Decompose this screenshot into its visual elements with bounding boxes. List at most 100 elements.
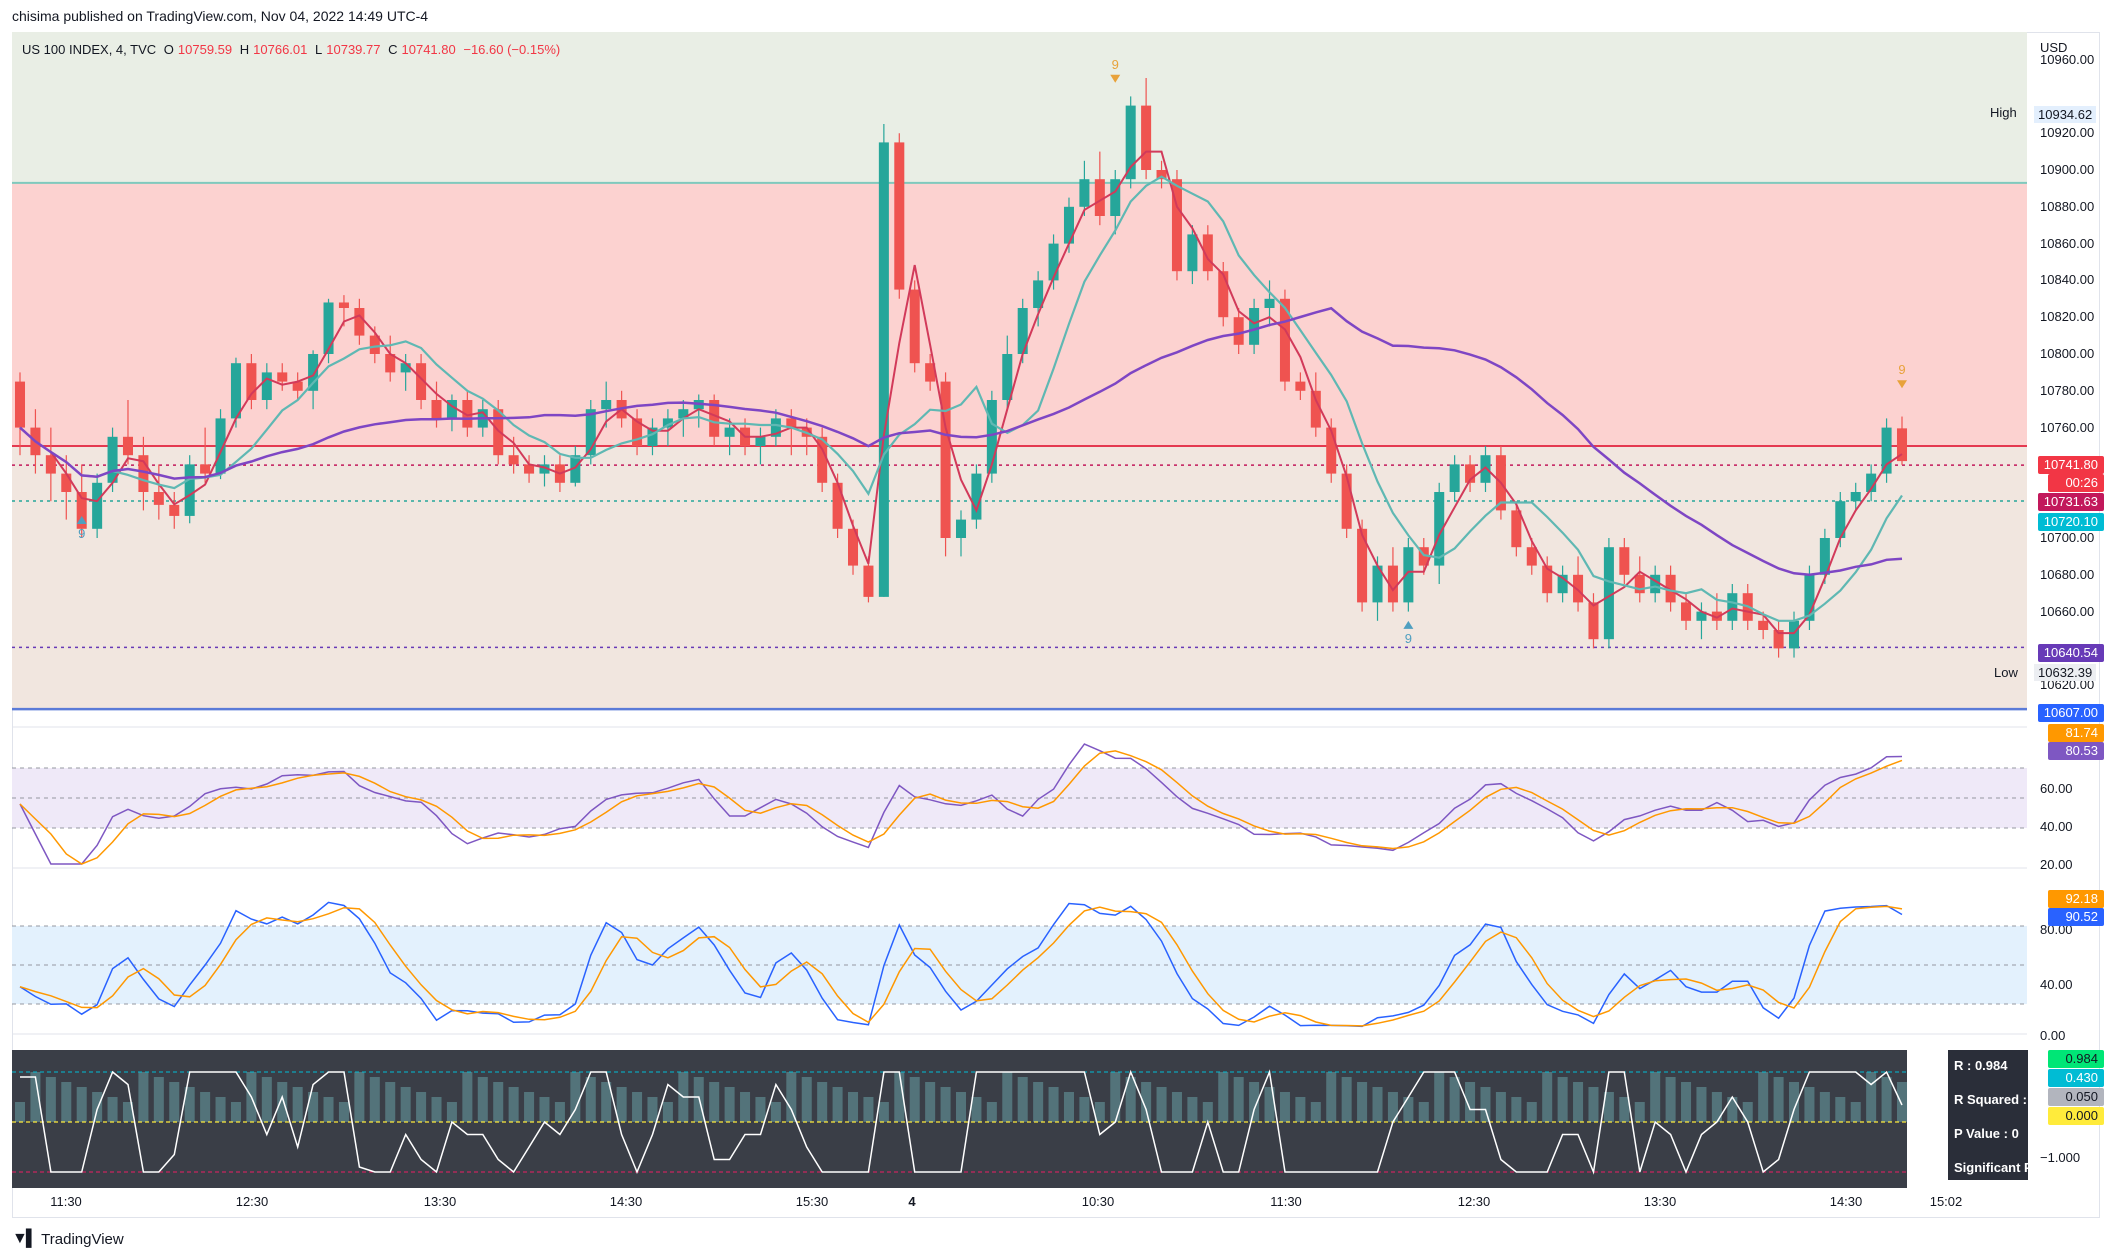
candle bbox=[1465, 455, 1476, 492]
candle bbox=[169, 492, 180, 529]
time-tick: 12:30 bbox=[1457, 1194, 1491, 1209]
candle bbox=[230, 357, 241, 428]
correlation-bar bbox=[338, 1102, 349, 1122]
candle-body bbox=[76, 492, 87, 529]
candle-body bbox=[1804, 574, 1815, 621]
candle-body bbox=[832, 482, 843, 529]
candle bbox=[1866, 464, 1877, 502]
zone-upper bbox=[12, 32, 2027, 183]
candle bbox=[1079, 160, 1090, 216]
correlation-bar bbox=[462, 1072, 473, 1122]
price-badge: 00:26 bbox=[2048, 474, 2104, 492]
candle bbox=[539, 455, 550, 487]
time-tick: 14:30 bbox=[1829, 1194, 1863, 1209]
candle-body bbox=[1387, 565, 1398, 603]
open-label: O bbox=[163, 42, 174, 57]
candle bbox=[524, 455, 535, 483]
correlation-bar bbox=[1603, 1092, 1614, 1122]
correlation-bar bbox=[14, 1102, 26, 1122]
correlation-bar bbox=[1449, 1077, 1460, 1122]
candle bbox=[1634, 556, 1645, 603]
candle-body bbox=[431, 400, 442, 419]
candle bbox=[770, 409, 781, 446]
correlation-bar bbox=[1125, 1077, 1136, 1122]
candle bbox=[1650, 565, 1661, 603]
correlation-bar bbox=[524, 1092, 535, 1122]
high-label: H bbox=[239, 42, 250, 57]
candle-body bbox=[416, 363, 427, 400]
open-value: 10759.59 bbox=[177, 42, 233, 57]
candle-body bbox=[153, 492, 164, 505]
tradingview-brand[interactable]: ▼▌ TradingView bbox=[12, 1230, 124, 1248]
price-tick: 10900.00 bbox=[2040, 162, 2095, 177]
correlation-bar bbox=[1079, 1097, 1090, 1122]
candle-body bbox=[400, 363, 411, 373]
candle bbox=[1249, 298, 1260, 354]
candle-body bbox=[354, 308, 365, 336]
correlation-bar bbox=[1110, 1072, 1121, 1122]
correlation-bar bbox=[400, 1087, 411, 1122]
correlation-bar bbox=[1573, 1082, 1584, 1122]
candle bbox=[1819, 528, 1830, 584]
candle bbox=[122, 400, 133, 465]
correlation-bar bbox=[107, 1097, 118, 1122]
correlation-bar bbox=[1295, 1097, 1306, 1122]
candle bbox=[585, 400, 596, 465]
correlation-bar bbox=[1557, 1077, 1568, 1122]
candle bbox=[971, 464, 982, 529]
correlation-bar bbox=[354, 1072, 365, 1122]
rsi-pane-series bbox=[19, 743, 1903, 865]
corr-stat: Significant P bbox=[1954, 1160, 2028, 1175]
candle bbox=[878, 124, 889, 597]
candle-body bbox=[230, 363, 241, 419]
candle-body bbox=[770, 418, 781, 437]
price-tick: 10840.00 bbox=[2040, 272, 2095, 288]
td-buy-marker: 9 bbox=[76, 516, 87, 541]
correlation-bar bbox=[601, 1082, 612, 1122]
price-tick: 10780.00 bbox=[2040, 382, 2095, 398]
candle-body bbox=[1017, 308, 1028, 354]
candle-body bbox=[1588, 602, 1599, 640]
correlation-bar bbox=[215, 1097, 226, 1122]
correlation-bar bbox=[632, 1092, 643, 1122]
candle bbox=[200, 427, 211, 483]
candle bbox=[215, 409, 226, 480]
candle bbox=[1418, 538, 1429, 575]
candle-body bbox=[338, 302, 349, 308]
candle bbox=[1573, 556, 1584, 612]
candle bbox=[1264, 280, 1275, 327]
candle-body bbox=[14, 381, 26, 428]
candle-body bbox=[955, 519, 967, 538]
candle bbox=[76, 464, 87, 538]
correlation-bar bbox=[1094, 1102, 1105, 1122]
candle-body bbox=[786, 418, 797, 428]
price-tick: 10800.00 bbox=[2040, 346, 2095, 361]
correlation-bar bbox=[493, 1082, 504, 1122]
stoch-pane bbox=[12, 901, 2027, 1035]
close-label: C bbox=[388, 42, 398, 57]
correlation-bar bbox=[616, 1087, 627, 1122]
price-badge: 10741.80 bbox=[2037, 456, 2104, 474]
candle bbox=[385, 335, 396, 382]
chart-canvas[interactable]: 9 9 9 9 bbox=[12, 32, 2032, 1207]
candle bbox=[1048, 234, 1059, 290]
correlation-bar bbox=[308, 1092, 319, 1122]
candle-body bbox=[1372, 565, 1383, 603]
correlation-bar bbox=[1341, 1077, 1352, 1122]
candle-body bbox=[817, 436, 828, 483]
candle-body bbox=[1835, 501, 1846, 538]
stoch-tick: 40.00 bbox=[2040, 977, 2073, 992]
price-tick: 10880.00 bbox=[2040, 198, 2095, 214]
candle bbox=[755, 427, 766, 465]
correlation-stats: R : 0.984 R Squared : P Value : 0 Significa… bbox=[1948, 1050, 2028, 1180]
candle-body bbox=[1295, 381, 1306, 391]
candle-body bbox=[1187, 234, 1198, 272]
rsi-tick: 60.00 bbox=[2040, 781, 2073, 796]
stoch-pane-band bbox=[12, 926, 2027, 1004]
correlation-bar bbox=[1758, 1072, 1769, 1122]
candle-body bbox=[1696, 611, 1707, 621]
candle-body bbox=[878, 142, 889, 597]
candle bbox=[1896, 416, 1908, 465]
currency-label: USD bbox=[2040, 40, 2068, 55]
td-buy-marker-2-arrow bbox=[1403, 620, 1414, 629]
